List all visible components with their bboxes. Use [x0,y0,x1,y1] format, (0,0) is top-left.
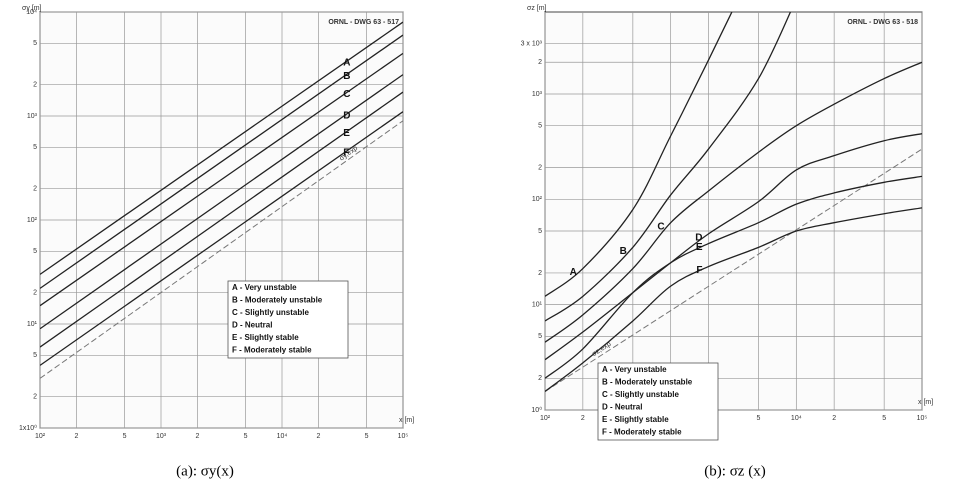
x-tick-label: 2 [832,415,836,422]
y-tick-label: 5 [538,333,542,340]
y-axis-label: σy [m] [22,5,42,12]
y-tick-label: 10⁰ [531,406,542,414]
plot-area [544,11,923,411]
curve-label: C [343,89,350,100]
series-line [545,61,922,343]
series-line [40,91,403,348]
legend-entry: B - Moderately unstable [602,378,693,387]
y-tick-label: 5 [33,352,37,359]
y-tick-label: 5 [33,40,37,47]
curve-label: E [343,128,350,139]
series-group [40,21,403,379]
x-tick-label: 2 [316,433,320,440]
y-tick-label: 2 [33,290,37,297]
y-tick-label: 10¹ [532,302,543,309]
y-tick-label: 10⁴ [26,9,37,16]
legend-entry: A - Very unstable [602,365,667,374]
y-tick-label: 2 [538,59,542,66]
y-tick-label: 10² [27,217,38,224]
x-tick-label: 2 [74,433,78,440]
y-tick-label: 10³ [27,113,38,120]
y-tick-label: 10³ [532,91,543,98]
x-axis-label: x [m] [399,417,414,424]
caption: (a): σy(x) [176,463,234,479]
y-tick-label: 2 [538,164,542,171]
reference-line [40,120,403,379]
series-group [545,12,922,392]
chart-panel: 10² 2 5 10³ 2 5 10⁴ 2 5 10⁵ 1x10⁰ 2 5 10¹ 2 5 10² 2 5 10³ 2 5… [19,5,414,480]
legend-entry: A - Very unstable [232,283,297,292]
legend-entry: F - Moderately stable [232,346,312,355]
series-line [545,207,922,392]
x-tick-label: 5 [882,415,886,422]
x-tick-label: 5 [757,415,761,422]
chart-panel: 10²2510³2510⁴2510⁵10⁰2510¹2510²2510³23 x… [521,5,934,480]
legend-entry: F - Moderately stable [602,428,682,437]
legend-box [227,280,349,359]
series-line [545,175,922,379]
y-tick-label: 2 [33,82,37,89]
x-tick-label: 10² [35,433,46,440]
x-tick-label: 5 [365,433,369,440]
x-tick-label: 2 [195,433,199,440]
y-tick-label: 2 [33,186,37,193]
curve-label: D [343,110,350,121]
y-tick-label: 5 [33,248,37,255]
x-tick-label: 10⁴ [791,415,802,422]
x-axis-label: x [m] [918,399,933,406]
curve-label: B [620,246,627,257]
drawing-number: ORNL - DWG 63 - 517 [328,19,399,26]
x-tick-label: 10⁴ [277,433,288,440]
curve-label: F [696,265,702,276]
y-tick-label: 2 [538,270,542,277]
legend-entry: E - Slightly stable [232,333,299,342]
y-tick-label: 5 [33,144,37,151]
curve-label: A [343,58,350,69]
x-tick-label: 10⁵ [398,433,409,440]
y-axis-label: σz [m] [527,5,547,12]
drawing-number: ORNL - DWG 63 - 518 [847,19,918,26]
x-tick-label: 10² [540,415,551,422]
series-line [40,34,403,289]
y-tick-label: 3 x 10³ [521,41,543,48]
series-line [545,12,733,297]
curve-label: A [570,267,577,278]
series-line [545,12,792,322]
y-tick-label: 2 [33,394,37,401]
curve-label: C [657,221,664,232]
reference-line [545,148,922,392]
x-tick-label: 10⁵ [917,415,928,422]
legend-entry: E - Slightly stable [602,415,669,424]
y-tick-label: 1x10⁰ [19,424,37,432]
y-tick-label: 10¹ [27,321,38,328]
series-line [40,21,403,275]
legend-entry: B - Moderately unstable [232,296,323,305]
y-tick-label: 10² [532,196,543,203]
curve-label: E [696,242,703,253]
legend-entry: C - Slightly unstable [232,308,309,317]
curve-label: F [343,147,349,158]
series-line [545,133,922,361]
legend-box [597,362,719,441]
x-tick-label: 5 [123,433,127,440]
legend-entry: C - Slightly unstable [602,390,679,399]
x-tick-label: 5 [244,433,248,440]
y-tick-label: 5 [538,228,542,235]
caption: (b): σz (x) [704,463,765,479]
series-line [40,52,403,307]
x-tick-label: 10³ [156,433,167,440]
y-tick-label: 2 [538,375,542,382]
curve-label: B [343,71,350,82]
series-line [40,111,403,366]
y-tick-label: 5 [538,123,542,130]
legend-entry: D - Neutral [602,403,642,412]
x-tick-label: 2 [581,415,585,422]
legend-entry: D - Neutral [232,321,272,330]
curve-label: D [695,232,702,243]
series-line [40,74,403,330]
